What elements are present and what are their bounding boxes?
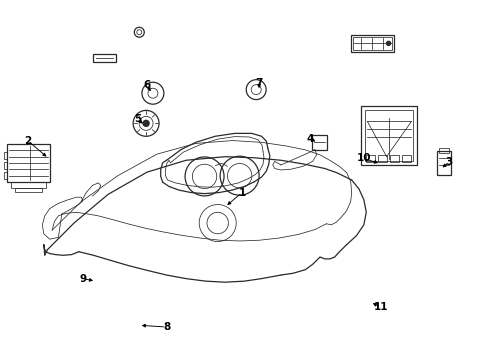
Bar [366, 154, 375, 162]
Bar [15, 188, 41, 192]
Circle shape [143, 120, 149, 126]
Bar [4, 172, 7, 179]
Text: 7: 7 [255, 78, 262, 88]
Bar [438, 148, 447, 153]
Bar [436, 151, 449, 175]
Bar [92, 54, 116, 62]
Bar [4, 152, 7, 159]
Text: 11: 11 [373, 302, 387, 312]
Bar [11, 182, 45, 188]
Circle shape [386, 41, 390, 45]
Bar [378, 154, 386, 162]
Text: 4: 4 [306, 134, 313, 144]
Text: 8: 8 [163, 322, 170, 332]
Text: 1: 1 [238, 188, 245, 198]
Text: 5: 5 [133, 114, 141, 124]
Text: 10: 10 [356, 153, 370, 163]
Text: 9: 9 [79, 274, 86, 284]
Bar [365, 111, 412, 161]
Bar [350, 35, 393, 52]
Bar [402, 154, 410, 162]
Bar [4, 162, 7, 169]
Bar [352, 37, 391, 50]
Text: 6: 6 [143, 80, 150, 90]
Bar [311, 135, 326, 149]
Bar [361, 107, 417, 165]
Bar [7, 144, 50, 182]
Text: 3: 3 [445, 157, 452, 167]
Text: 2: 2 [24, 136, 31, 145]
Bar [389, 154, 399, 162]
